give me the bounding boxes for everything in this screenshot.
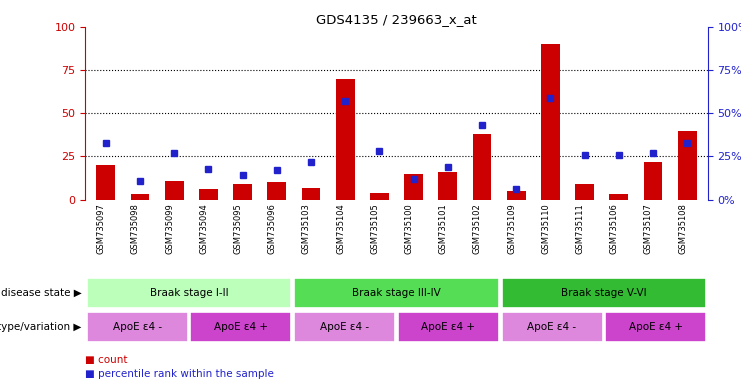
Bar: [605, 312, 706, 343]
Text: ApoE ε4 +: ApoE ε4 +: [214, 322, 268, 333]
Text: genotype/variation ▶: genotype/variation ▶: [0, 322, 82, 333]
Bar: [294, 312, 395, 343]
Bar: [87, 278, 291, 308]
Bar: [336, 79, 354, 200]
Text: ApoE ε4 +: ApoE ε4 +: [629, 322, 682, 333]
Bar: [507, 191, 525, 200]
Text: Braak stage III-IV: Braak stage III-IV: [352, 288, 441, 298]
Text: GSM735111: GSM735111: [576, 203, 585, 254]
Text: GSM735108: GSM735108: [678, 203, 687, 254]
Text: GSM735099: GSM735099: [165, 203, 174, 254]
Text: GSM735097: GSM735097: [97, 203, 106, 254]
Title: GDS4135 / 239663_x_at: GDS4135 / 239663_x_at: [316, 13, 476, 26]
Bar: [398, 312, 499, 343]
Text: GSM735096: GSM735096: [268, 203, 276, 254]
Text: Braak stage I-II: Braak stage I-II: [150, 288, 228, 298]
Bar: [439, 172, 457, 200]
Bar: [165, 181, 184, 200]
Text: ■ percentile rank within the sample: ■ percentile rank within the sample: [85, 369, 274, 379]
Text: GSM735100: GSM735100: [405, 203, 413, 254]
Text: disease state ▶: disease state ▶: [1, 288, 82, 298]
Bar: [302, 188, 320, 200]
Text: GSM735109: GSM735109: [507, 203, 516, 254]
Text: GSM735103: GSM735103: [302, 203, 311, 254]
Bar: [678, 131, 697, 200]
Bar: [541, 44, 559, 200]
Text: GSM735094: GSM735094: [199, 203, 208, 254]
Text: ApoE ε4 -: ApoE ε4 -: [320, 322, 369, 333]
Bar: [233, 184, 252, 200]
Text: GSM735102: GSM735102: [473, 203, 482, 254]
Bar: [87, 312, 187, 343]
Bar: [502, 278, 706, 308]
Bar: [609, 195, 628, 200]
Bar: [370, 193, 389, 200]
Bar: [96, 165, 115, 200]
Bar: [130, 195, 150, 200]
Text: ApoE ε4 +: ApoE ε4 +: [422, 322, 475, 333]
Bar: [190, 312, 291, 343]
Bar: [643, 162, 662, 200]
Text: GSM735110: GSM735110: [542, 203, 551, 254]
Bar: [268, 182, 286, 200]
Bar: [294, 278, 499, 308]
Text: ■ count: ■ count: [85, 355, 127, 365]
Bar: [575, 184, 594, 200]
Text: ApoE ε4 -: ApoE ε4 -: [113, 322, 162, 333]
Text: GSM735095: GSM735095: [233, 203, 242, 254]
Bar: [473, 134, 491, 200]
Text: GSM735098: GSM735098: [131, 203, 140, 254]
Bar: [502, 312, 602, 343]
Bar: [404, 174, 423, 200]
Text: GSM735105: GSM735105: [370, 203, 379, 254]
Text: GSM735107: GSM735107: [644, 203, 653, 254]
Text: GSM735104: GSM735104: [336, 203, 345, 254]
Bar: [199, 189, 218, 200]
Text: ApoE ε4 -: ApoE ε4 -: [528, 322, 576, 333]
Text: GSM735106: GSM735106: [610, 203, 619, 254]
Text: GSM735101: GSM735101: [439, 203, 448, 254]
Text: Braak stage V-VI: Braak stage V-VI: [561, 288, 647, 298]
